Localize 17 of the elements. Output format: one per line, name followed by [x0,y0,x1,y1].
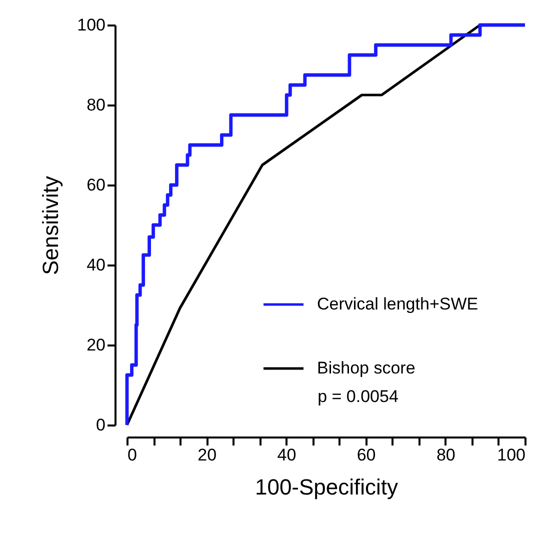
y-tick-label: 80 [86,96,106,114]
y-tick-label: 0 [96,416,106,434]
y-tick-label: 100 [77,16,106,34]
y-axis-title: Sensitivity [38,176,64,276]
x-tick-label: 20 [198,446,217,464]
x-tick-label: 0 [128,446,137,464]
x-tick-label: 60 [356,446,376,464]
legend-label: Cervical length+SWE [317,294,478,314]
x-tick-label: 80 [436,446,456,464]
y-tick-label: 40 [86,256,106,274]
y-tick-label: 20 [86,336,106,354]
x-tick-label: 40 [277,446,296,464]
legend-label: Bishop score [317,358,416,378]
annotation: p = 0.0054 [318,387,398,406]
y-tick-label: 60 [86,176,106,194]
x-axis-title: 100-Specificity [254,474,398,500]
x-tick-label: 100 [497,446,526,464]
